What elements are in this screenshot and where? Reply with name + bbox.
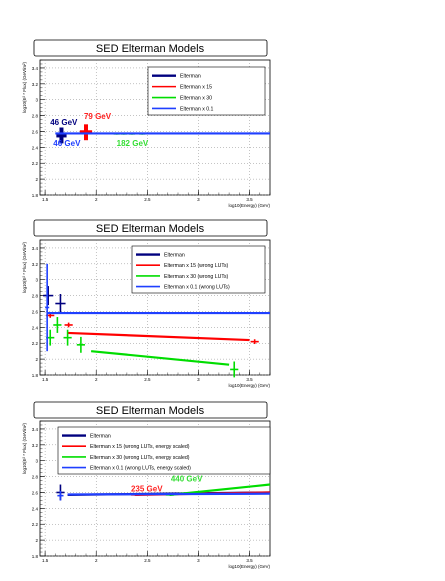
y-tick-label: 2.8 (32, 475, 39, 480)
x-tick-label: 1.5 (42, 197, 49, 202)
legend-label: Elterman (180, 74, 201, 80)
legend-label: Elterman x 15 (wrong LUTs) (164, 263, 229, 269)
y-tick-label: 2.6 (32, 490, 39, 495)
chart-title-box (33, 39, 268, 57)
y-tick-label: 3.4 (32, 246, 39, 251)
y-tick-label: 3 (35, 459, 38, 464)
chart-title: SED Elterman Models (96, 223, 205, 235)
legend-label: Elterman (164, 253, 185, 259)
series-1 (79, 124, 93, 141)
y-tick-label: 2.2 (32, 522, 39, 527)
y-tick-label: 2.2 (32, 341, 39, 346)
series-3 (45, 263, 270, 352)
x-tick-label: 2 (95, 377, 98, 382)
x-tick-label: 2 (95, 197, 98, 202)
legend-label: Elterman x 30 (wrong LUTs) (164, 274, 229, 280)
legend (57, 426, 271, 475)
y-tick-label: 2 (35, 357, 38, 362)
y-tick-label: 3.2 (32, 82, 39, 87)
y-tick-label: 2 (35, 538, 38, 543)
x-tick-label: 1.5 (42, 558, 49, 563)
chart-title: SED Elterman Models (96, 405, 205, 417)
series-0 (56, 127, 67, 144)
x-axis-label: log10(Energy) (GeV) (228, 203, 270, 208)
legend-label: Elterman x 15 (180, 85, 212, 91)
y-axis-label: log10(E² * Flux) (GeV/m²) (22, 62, 27, 114)
legend-label: Elterman x 0.1 (wrong LUTs, energy scale… (90, 466, 191, 472)
y-tick-label: 1.8 (32, 554, 39, 559)
x-tick-label: 2 (95, 558, 98, 563)
annotation-label: 46 GeV (53, 139, 81, 148)
chart-panel-1: SED Elterman Models 1.8 2 2.2 2.4 2.6 2.8 3 3.2 3… (22, 39, 270, 208)
series-3 (57, 490, 271, 501)
y-tick-label: 3.2 (32, 262, 39, 267)
y-tick-label: 3.2 (32, 443, 39, 448)
x-axis-label: log10(Energy) (GeV) (228, 383, 270, 388)
x-tick-label: 3.5 (246, 377, 253, 382)
annotation-label: 182 GeV (117, 139, 149, 148)
y-tick-label: 2.4 (32, 325, 39, 330)
series-band-line (91, 350, 230, 366)
chart-title-box (33, 401, 268, 419)
chart-title-box (33, 219, 268, 237)
series-0 (43, 286, 66, 314)
y-tick-label: 1.8 (32, 373, 39, 378)
y-tick-label: 3.4 (32, 427, 39, 432)
y-tick-label: 2.8 (32, 294, 39, 299)
y-axis-label: log10(E² * Flux) (GeV/m²) (22, 242, 27, 294)
x-tick-label: 3.5 (246, 197, 253, 202)
y-tick-label: 1.8 (32, 193, 39, 198)
x-tick-label: 3 (197, 558, 200, 563)
y-tick-label: 2.4 (32, 506, 39, 511)
legend-label: Elterman x 30 (wrong LUTs, energy scaled… (90, 455, 190, 461)
y-tick-label: 3 (35, 278, 38, 283)
y-tick-label: 2.6 (32, 309, 39, 314)
y-tick-label: 3 (35, 98, 38, 103)
series-band-line (67, 492, 271, 496)
x-tick-label: 3.5 (246, 558, 253, 563)
legend-label: Elterman x 15 (wrong LUTs, energy scaled… (90, 444, 190, 450)
annotation-label: 79 GeV (84, 112, 112, 121)
chart-title: SED Elterman Models (96, 43, 205, 55)
y-tick-label: 2.4 (32, 145, 39, 150)
series-1 (46, 313, 259, 345)
x-tick-label: 3 (197, 197, 200, 202)
legend-label: Elterman x 0.1 (wrong LUTs) (164, 285, 230, 291)
x-tick-label: 2.5 (144, 377, 151, 382)
x-tick-label: 3 (197, 377, 200, 382)
series-band-line (67, 331, 250, 342)
legend-label: Elterman x 0.1 (180, 106, 214, 112)
x-axis-label: log10(Energy) (GeV) (228, 564, 270, 569)
chart-panel-3: SED Elterman Models 1.8 2 2.2 2.4 2.6 2.8 3 3.2 3… (22, 401, 271, 569)
x-tick-label: 1.5 (42, 377, 49, 382)
chart-panel-2: SED Elterman Models 1.8 2 2.2 2.4 2.6 2.8 3 3.2 3… (22, 219, 270, 388)
annotation-label: 235 GeV (131, 485, 163, 494)
y-tick-label: 2 (35, 177, 38, 182)
y-tick-label: 2.8 (32, 114, 39, 119)
y-tick-label: 2.6 (32, 129, 39, 134)
y-tick-label: 2.2 (32, 161, 39, 166)
y-tick-label: 3.4 (32, 66, 39, 71)
series-2 (46, 317, 239, 378)
legend-label: Elterman (90, 434, 111, 440)
x-tick-label: 2.5 (144, 197, 151, 202)
x-tick-label: 2.5 (144, 558, 151, 563)
y-axis-label: log10(E² * Flux) (GeV/m²) (22, 423, 27, 475)
legend-label: Elterman x 30 (180, 96, 212, 102)
annotation-label: 46 GeV (50, 118, 78, 127)
annotation-label: 440 GeV (171, 474, 203, 483)
